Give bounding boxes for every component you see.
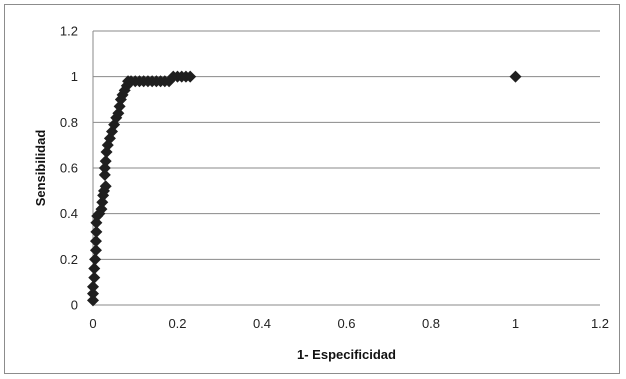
x-tick-label: 1.2 [591, 316, 609, 331]
y-tick-label: 0.8 [60, 115, 78, 130]
grid-layer [93, 30, 600, 306]
data-point [106, 125, 119, 138]
x-tick-label: 1 [512, 316, 519, 331]
data-point [89, 244, 102, 257]
y-tick-label: 0.4 [60, 206, 78, 221]
x-axis-title: 1- Especificidad [297, 347, 396, 362]
data-points [87, 70, 522, 307]
data-point [99, 155, 112, 168]
y-tick-label: 0.2 [60, 252, 78, 267]
y-tick-labels: 0 0.2 0.4 0.6 0.8 1 1.2 [60, 24, 78, 313]
y-axis-title: Sensibilidad [33, 130, 48, 207]
data-point [89, 253, 102, 266]
data-point [98, 168, 111, 181]
data-point [90, 216, 103, 229]
x-tick-label: 0.6 [337, 316, 355, 331]
data-point [90, 225, 103, 238]
data-point [99, 180, 112, 193]
data-point [87, 287, 99, 300]
y-tick-label: 1.2 [60, 24, 78, 39]
x-tick-label: 0.8 [422, 316, 440, 331]
data-point [87, 294, 99, 307]
y-tick-label: 0 [71, 298, 78, 313]
y-tick-label: 1 [71, 69, 78, 84]
data-point [88, 262, 101, 275]
data-point [98, 162, 111, 174]
data-point [509, 70, 522, 83]
data-point [89, 235, 102, 248]
data-point [96, 196, 109, 209]
data-point [184, 70, 197, 83]
x-tick-labels: 0 0.2 0.4 0.6 0.8 1 1.2 [89, 316, 609, 331]
x-tick-label: 0.2 [168, 316, 186, 331]
data-point [88, 271, 101, 284]
x-tick-label: 0.4 [253, 316, 271, 331]
y-tick-label: 0.6 [60, 161, 78, 176]
x-tick-label: 0 [89, 316, 96, 331]
data-point [95, 203, 108, 216]
data-point [87, 280, 99, 293]
